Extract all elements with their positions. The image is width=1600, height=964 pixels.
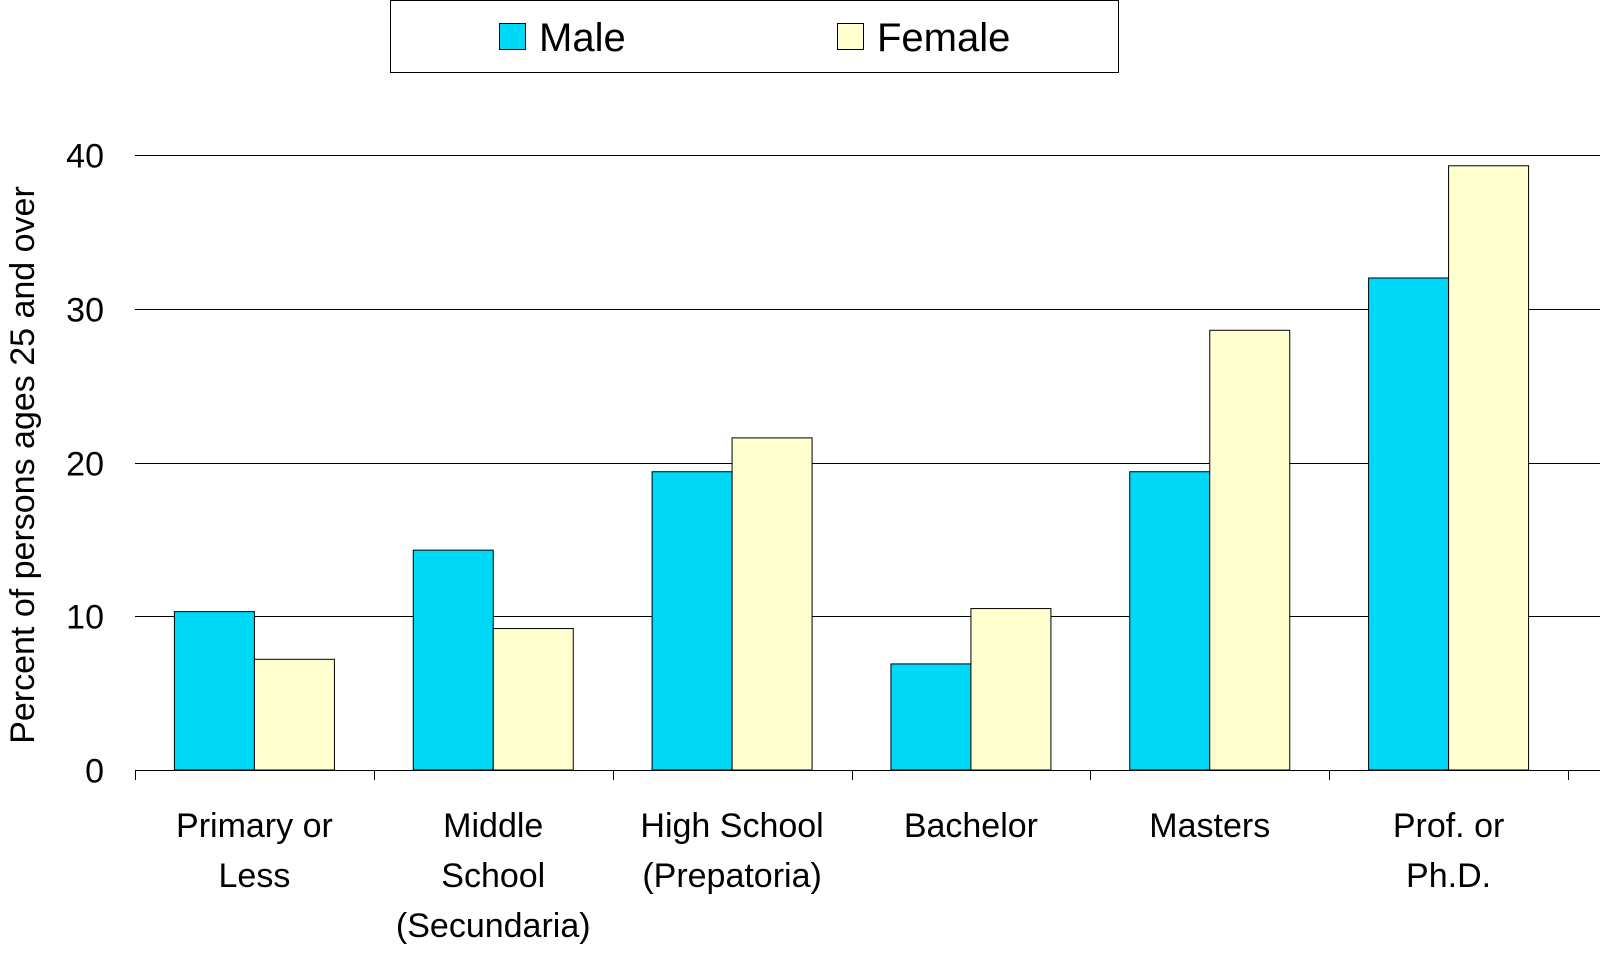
legend-label: Male [539, 16, 626, 60]
bar [173, 611, 255, 771]
legend-swatch [837, 23, 864, 50]
y-tick-label: 20 [66, 446, 104, 484]
x-tick-label: Prof. or Ph.D. [1393, 807, 1504, 895]
bar [1368, 277, 1450, 771]
x-tick-label: High School (Prepatoria) [640, 807, 823, 895]
x-tick-label: Primary or Less [176, 807, 333, 895]
bar [1209, 329, 1291, 771]
bar [1448, 165, 1530, 771]
y-axis-label: Percent of persons ages 25 and over [4, 186, 42, 744]
bar [253, 658, 335, 771]
legend-swatch [499, 23, 526, 50]
y-tick-label: 40 [66, 138, 104, 176]
x-tick-label: Middle School (Secundaria) [396, 807, 591, 945]
y-tick-label: 10 [66, 599, 104, 637]
y-tick-label: 0 [85, 753, 104, 791]
x-tick-label: Masters [1149, 807, 1270, 845]
bar [492, 628, 574, 771]
x-tick-label: Bachelor [904, 807, 1038, 845]
bar [890, 663, 972, 771]
bar [1129, 471, 1211, 771]
bar [731, 437, 813, 771]
legend-label: Female [877, 16, 1010, 60]
bar [651, 471, 733, 771]
bar [412, 549, 494, 771]
y-tick-label: 30 [66, 292, 104, 330]
bar [970, 608, 1052, 771]
